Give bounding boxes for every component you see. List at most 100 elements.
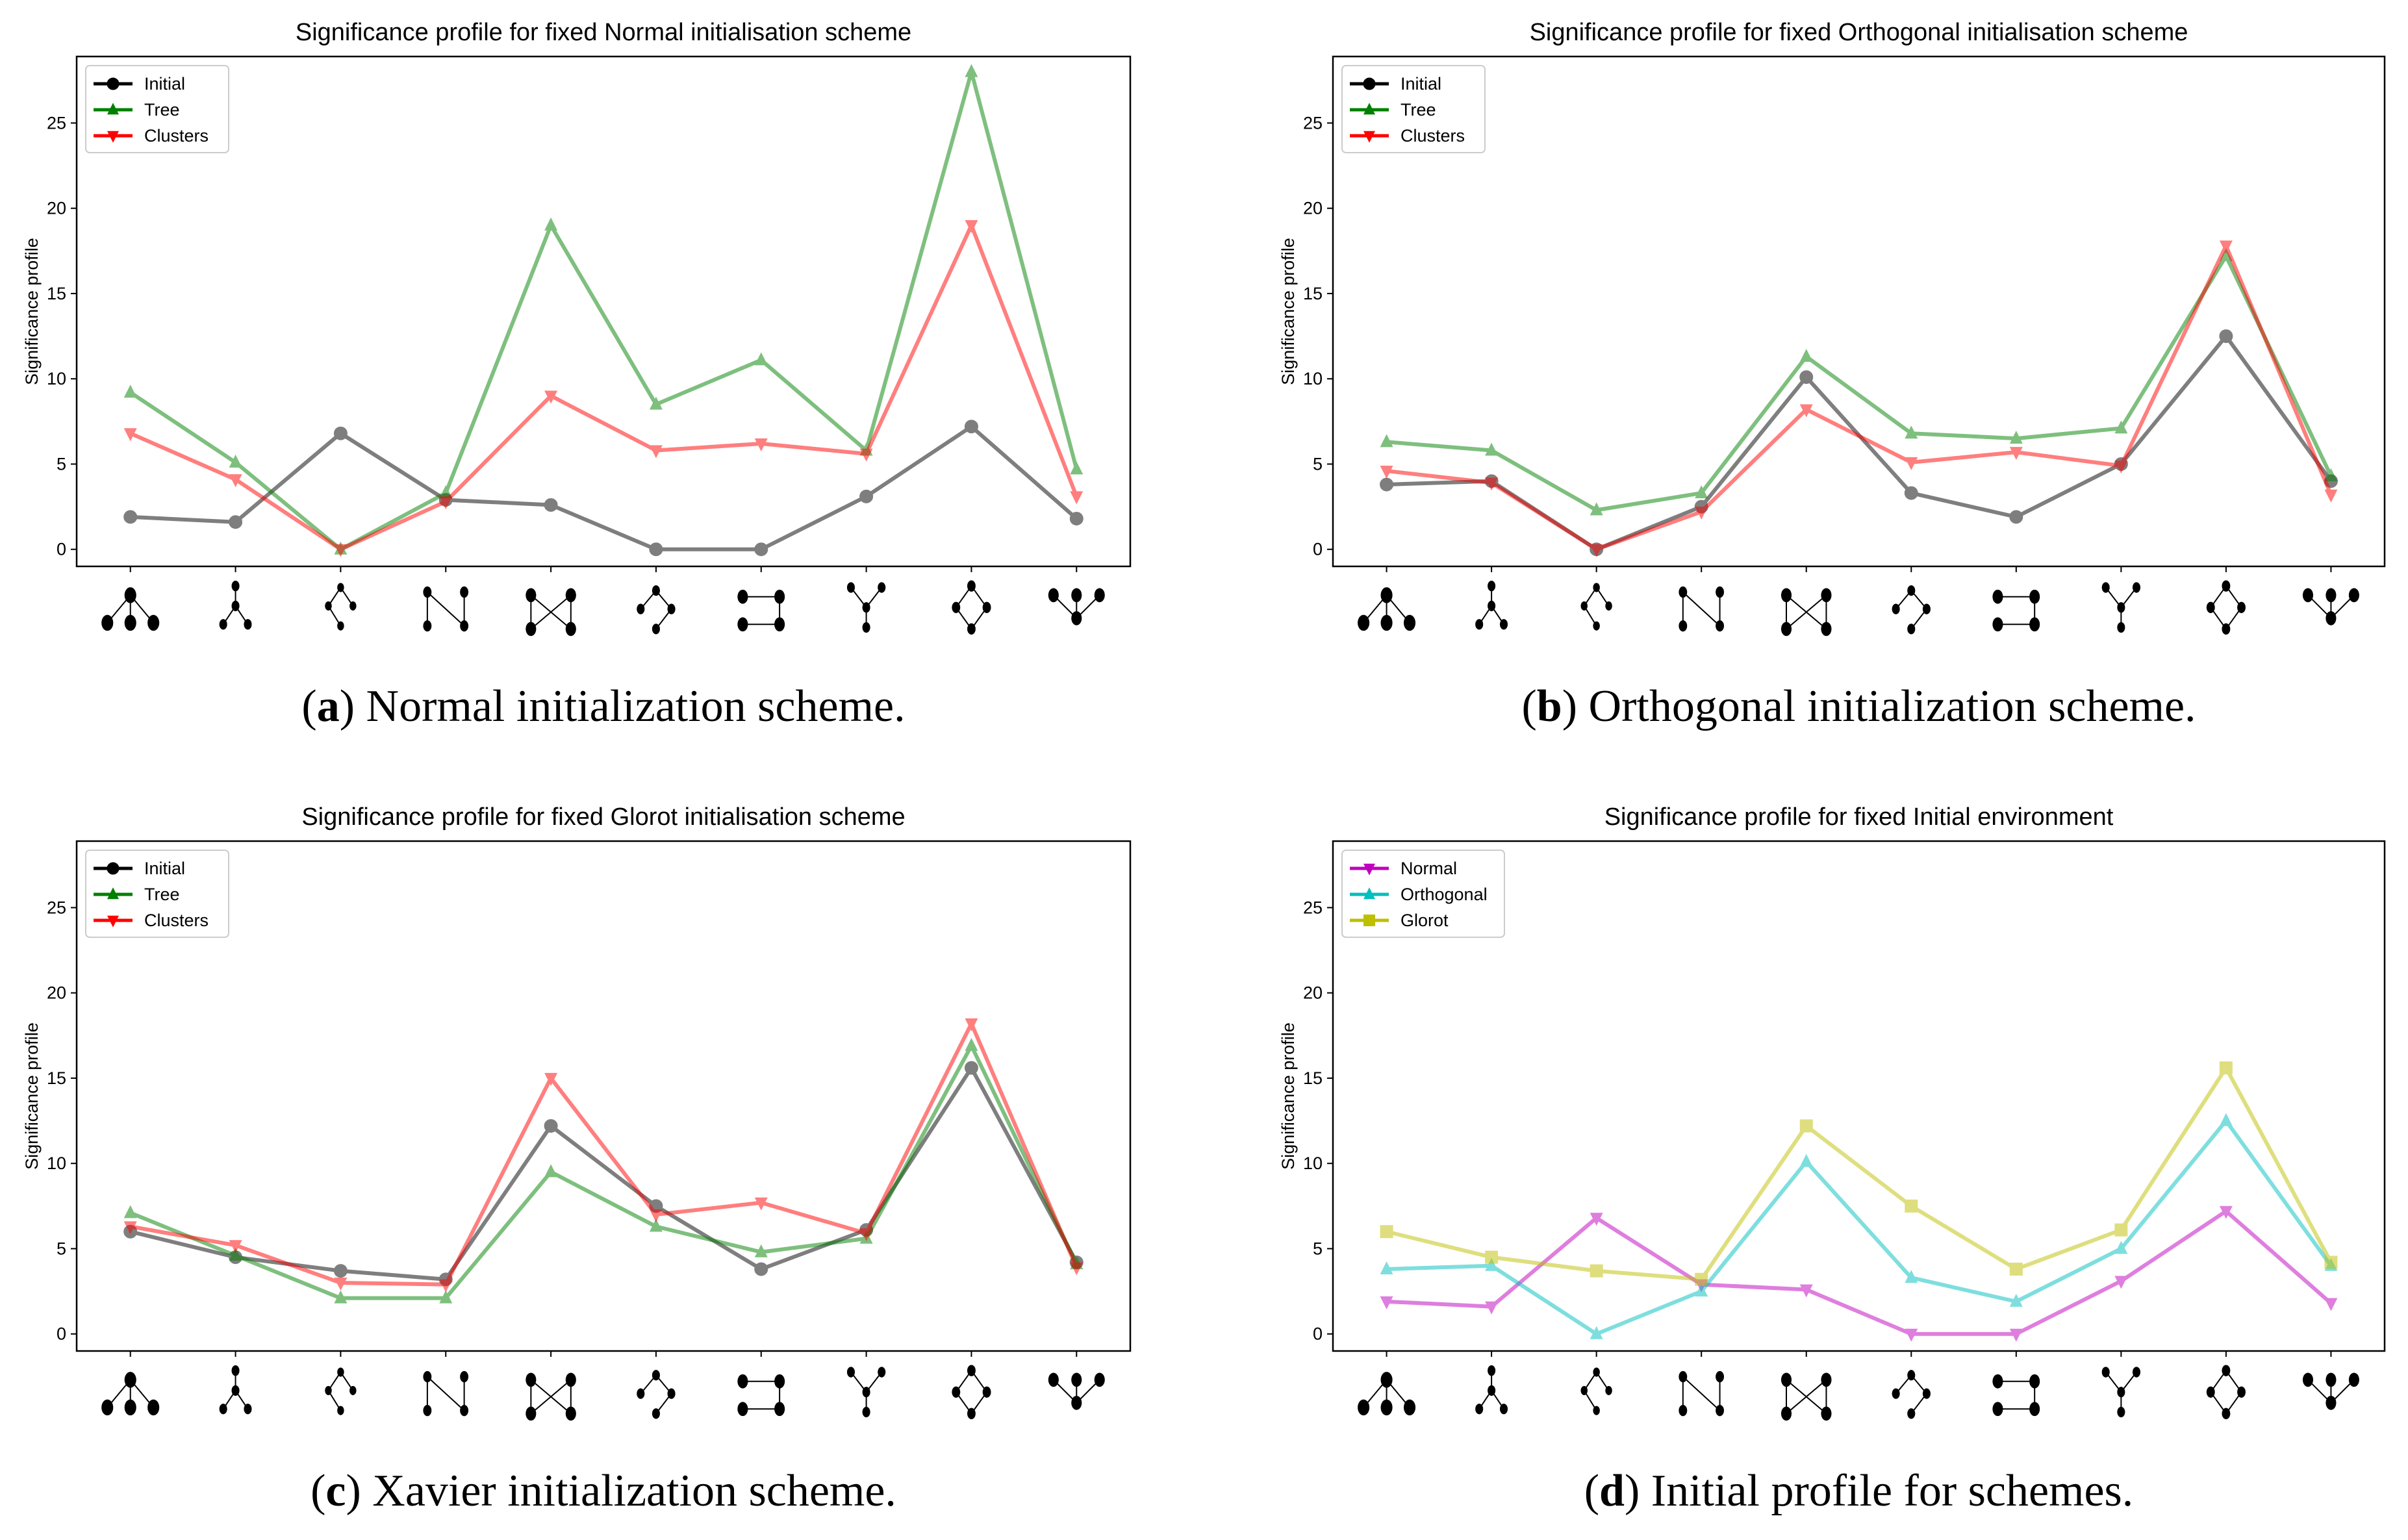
motif-node [147,1399,160,1416]
motif-node [878,1367,886,1378]
motif-node [1922,603,1931,614]
x-tick-motif-glyph [526,588,576,637]
y-tick-label: 15 [1303,1068,1323,1088]
motif-node [337,621,344,631]
data-point [334,1277,348,1291]
y-tick-label: 10 [47,369,66,388]
motif-node [349,601,357,611]
motif-node [1580,601,1588,611]
x-tick-motif-glyph [637,585,676,635]
motif-node [1992,1374,2003,1389]
motif-node [2326,1395,2337,1410]
motif-node [526,588,537,603]
motif-node [2117,622,2125,633]
motif-node [2029,1402,2040,1417]
subfigure-caption: (a) Normal initialization scheme. [301,681,905,731]
series-initial [123,420,1084,557]
motif-node [2237,601,2246,613]
motif-edge [1786,1379,1827,1415]
caption-paren: ) [346,1466,372,1516]
motif-node [1716,620,1724,632]
motif-node [1781,1406,1792,1421]
caption-text: Orthogonal initialization scheme. [1589,681,2196,731]
motif-node [982,601,991,613]
x-tick-motif-glyph [1679,1370,1724,1417]
data-point [1905,457,1918,470]
data-point [649,396,663,410]
motif-node [652,624,660,635]
legend-marker [107,77,120,90]
data-point [1695,485,1708,499]
motif-node [1922,1388,1931,1399]
x-tick-motif-glyph [2101,1367,2141,1418]
data-point [1905,425,1918,439]
data-point [2009,510,2023,524]
chart-title: Significance profile for fixed Glorot in… [301,803,905,831]
data-point [544,217,558,231]
motif-node [1716,586,1724,598]
legend-marker [107,103,119,115]
data-point [1380,477,1394,492]
motif-node [1593,621,1600,631]
y-tick-label: 25 [47,898,66,917]
x-tick-motif-glyph [1679,586,1724,632]
motif-node [2029,589,2040,604]
motif-node [637,1388,645,1399]
motif-node [1679,1370,1688,1383]
motif-node [2302,588,2314,603]
x-tick-motif-glyph [2302,588,2359,625]
x-tick-motif-glyph [952,580,991,635]
motif-node [2132,1367,2141,1378]
caption-paren: ( [1521,681,1536,731]
motif-node [423,1404,432,1417]
motif-edge [1682,1376,1721,1411]
motif-node [2101,582,2110,593]
legend-box [85,65,229,153]
caption-paren: ) [1625,1466,1651,1516]
y-tick-label: 5 [57,1239,66,1258]
motif-node [565,1372,576,1387]
motif-node [526,622,537,637]
series-tree [1380,248,2338,516]
caption-text: Normal initialization scheme. [366,681,906,731]
motif-node [124,1372,136,1388]
data-point [754,352,768,366]
data-point [859,1228,873,1241]
motif-node [423,1370,432,1383]
data-point [965,1038,978,1052]
motif-node [2117,1406,2125,1418]
y-tick-label: 10 [1303,369,1323,388]
motif-node [652,1370,660,1381]
data-point [2324,1298,2338,1311]
data-point [229,474,242,488]
motif-node [1821,588,1832,603]
data-point [754,542,768,557]
data-point [649,1209,663,1222]
motif-node [1679,586,1688,598]
data-point [2219,1205,2233,1219]
legend-marker [1363,915,1375,926]
motif-node [774,1374,785,1389]
data-point [2219,1113,2233,1126]
data-point [544,390,558,404]
motif-node [1605,1385,1612,1395]
legend-marker [1363,131,1375,143]
motif-node [1781,622,1792,637]
motif-node [1992,589,2003,604]
data-point [2324,468,2338,481]
data-point [1799,349,1813,362]
legend-marker [107,915,119,928]
x-tick-motif-glyph [101,587,160,631]
motif-node [1403,1399,1416,1416]
motif-node [952,1386,961,1398]
data-point [333,426,348,440]
x-tick-motif-glyph [637,1370,676,1419]
motif-node [1907,585,1916,596]
motif-node [1907,624,1916,635]
y-tick-label: 10 [1303,1154,1323,1173]
motif-node [124,587,136,603]
data-point [2114,420,2128,434]
caption-letter: d [1599,1466,1625,1516]
y-axis-label: Significance profile [22,238,42,385]
y-axis-label: Significance profile [22,1022,42,1170]
